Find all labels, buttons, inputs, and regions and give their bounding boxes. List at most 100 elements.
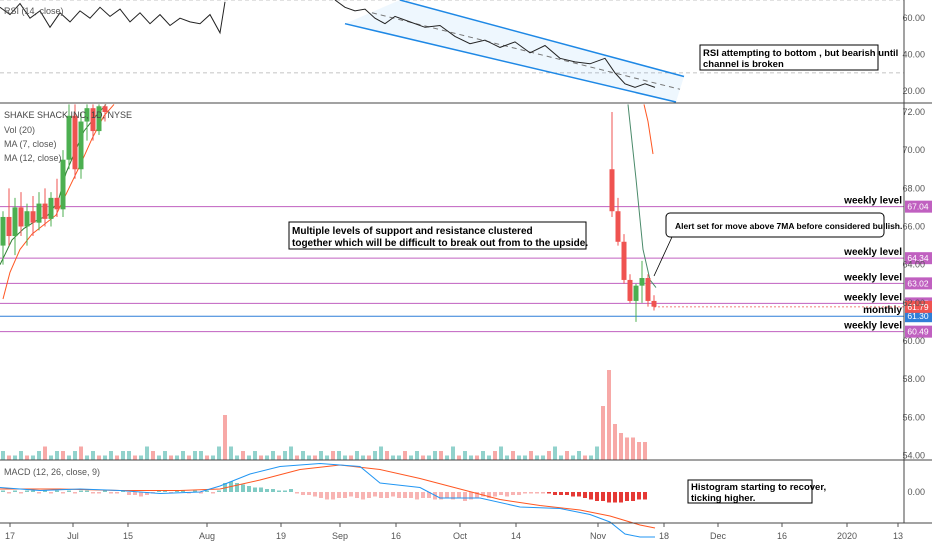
- volume-bar: [151, 451, 155, 460]
- volume-bar: [379, 446, 383, 460]
- volume-bar: [487, 455, 491, 460]
- level-tag-bg: [905, 200, 932, 213]
- volume-bar: [25, 455, 29, 460]
- macd-histogram-bar: [379, 492, 383, 498]
- macd-histogram-bar: [331, 492, 335, 500]
- price-tick-label: 58.00: [902, 374, 925, 384]
- macd-histogram-bar: [457, 492, 461, 498]
- macd-tick-label: 0.00: [907, 487, 925, 497]
- volume-bar: [223, 415, 227, 460]
- macd-histogram-bar: [13, 490, 17, 492]
- macd-histogram-bar: [631, 492, 635, 501]
- macd-histogram-bar: [319, 492, 323, 498]
- volume-bar: [301, 451, 305, 460]
- macd-histogram-bar: [211, 492, 215, 494]
- volume-bar: [247, 455, 251, 460]
- volume-bar: [343, 455, 347, 460]
- volume-bar: [445, 455, 449, 460]
- rsi-channel-mid: [371, 12, 681, 90]
- time-tick-label: Aug: [199, 531, 215, 541]
- macd-histogram-bar: [445, 492, 449, 498]
- volume-bar: [565, 451, 569, 460]
- volume-bar: [511, 451, 515, 460]
- macd-histogram-bar: [337, 492, 341, 498]
- candle-body: [42, 203, 48, 219]
- volume-bar: [577, 451, 581, 460]
- level-name: monthly: [863, 305, 902, 316]
- volume-bar: [43, 446, 47, 460]
- candle-body: [60, 159, 66, 210]
- macd-histogram-bar: [415, 492, 419, 500]
- last-price-tag: 61.79: [907, 302, 929, 312]
- candle-body: [627, 279, 633, 301]
- volume-bar: [607, 370, 611, 460]
- macd-histogram-bar: [85, 490, 89, 492]
- volume-bar: [439, 451, 443, 460]
- volume-bar: [373, 451, 377, 460]
- macd-histogram-bar: [397, 492, 401, 498]
- candle-body: [24, 211, 30, 227]
- volume-legend: Vol (20): [4, 125, 35, 135]
- time-tick-label: 17: [5, 531, 15, 541]
- candle-body: [66, 115, 72, 160]
- macd-histogram-bar: [517, 492, 521, 495]
- volume-bar: [619, 433, 623, 460]
- volume-bar: [241, 451, 245, 460]
- macd-histogram-bar: [31, 490, 35, 492]
- rsi-panel: 20.00 40.00 60.00 RSI attempting to bottom …: [0, 0, 932, 104]
- macd-histogram-bar: [163, 490, 167, 492]
- volume-bar: [1, 451, 5, 460]
- macd-histogram-bar: [475, 492, 479, 498]
- price-tick-label: 70.00: [902, 145, 925, 155]
- volume-bar: [67, 455, 71, 460]
- rsi-channel-lower: [344, 22, 677, 103]
- volume-bar: [253, 451, 257, 460]
- rsi-tick-label: 60.00: [902, 13, 925, 23]
- macd-histogram-bar: [487, 492, 491, 498]
- macd-histogram-bar: [373, 492, 377, 497]
- macd-histogram-bar: [391, 492, 395, 497]
- macd-histogram-bar: [421, 492, 425, 498]
- macd-histogram-bar: [637, 492, 641, 500]
- macd-histogram-bar: [571, 492, 575, 497]
- level-name: weekly level: [843, 247, 902, 258]
- volume-bar: [289, 446, 293, 460]
- macd-annotation-line-1: Histogram starting to recover,: [691, 482, 826, 493]
- macd-histogram-bar: [583, 492, 587, 498]
- macd-histogram-bar: [541, 492, 545, 494]
- volume-bar: [61, 451, 65, 460]
- volume-bar: [307, 455, 311, 460]
- macd-histogram-bar: [619, 492, 623, 503]
- volume-bar: [79, 446, 83, 460]
- macd-histogram-bar: [535, 492, 539, 494]
- volume-bar: [535, 455, 539, 460]
- macd-histogram-bar: [49, 492, 53, 494]
- volume-bar: [637, 442, 641, 460]
- volume-bar: [187, 455, 191, 460]
- time-axis: 17 Jul 15 Aug 19 Sep 16 Oct 14 Nov 18 Dec 16 2020 13: [5, 0, 905, 541]
- macd-histogram-bar: [559, 492, 563, 495]
- price-tick-label: 72.00: [902, 107, 925, 117]
- macd-histogram-bar: [259, 487, 263, 492]
- level-tag-bg: [905, 325, 932, 338]
- macd-histogram-bar: [205, 490, 209, 492]
- volume-bar: [277, 455, 281, 460]
- level-name: weekly level: [843, 321, 902, 332]
- macd-histogram-bar: [265, 489, 269, 492]
- volume-bar: [103, 455, 107, 460]
- candle-body: [615, 211, 621, 242]
- macd-histogram-bar: [355, 492, 359, 498]
- candle-body: [639, 278, 645, 286]
- macd-histogram-bar: [361, 492, 365, 500]
- macd-histogram-bar: [589, 492, 593, 500]
- volume-bar: [85, 455, 89, 460]
- macd-panel: 0.00 Histogram starting to recover,tickin…: [0, 462, 932, 538]
- volume-bar: [517, 455, 521, 460]
- volume-bar: [553, 446, 557, 460]
- volume-bar: [427, 455, 431, 460]
- volume-bar: [499, 446, 503, 460]
- volume-bar: [541, 455, 545, 460]
- rsi-channel-fill: [345, 0, 684, 102]
- candle-body: [12, 207, 18, 237]
- volume-bar: [115, 455, 119, 460]
